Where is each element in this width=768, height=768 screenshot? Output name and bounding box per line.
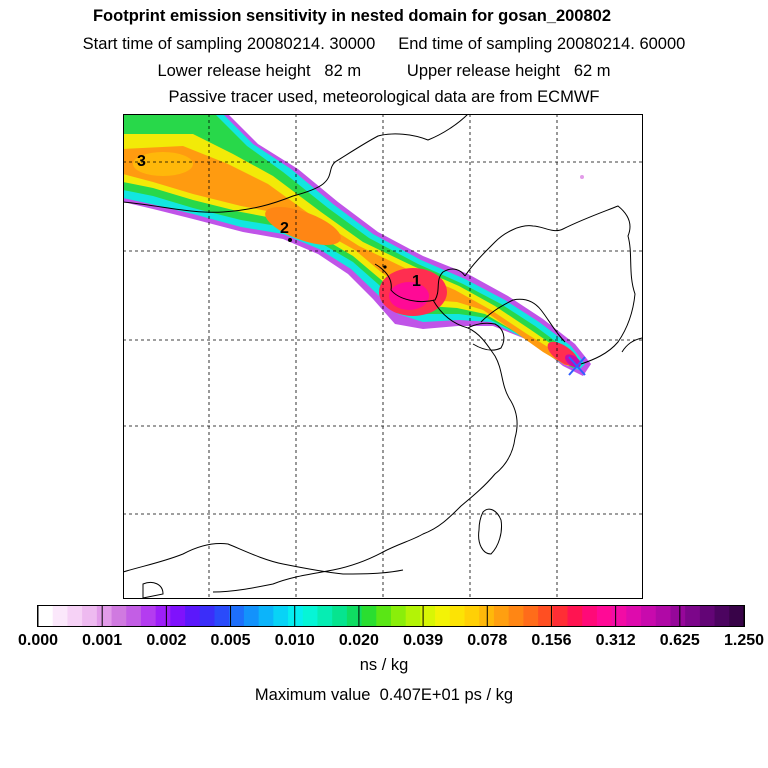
colorbar-swatch — [96, 606, 113, 626]
colorbar-swatch — [655, 606, 671, 626]
colorbar-swatch — [420, 606, 436, 626]
colorbar-swatch — [140, 606, 157, 626]
colorbar-swatch — [464, 606, 480, 626]
colorbar-tick-label: 0.002 — [146, 632, 186, 649]
coastlines — [123, 114, 642, 598]
colorbar-swatch — [523, 606, 539, 626]
colorbar-swatch — [38, 606, 54, 626]
colorbar-swatch — [714, 606, 730, 626]
colorbar-swatch — [493, 606, 510, 626]
colorbar-tick-label: 1.250 — [724, 632, 764, 649]
map-label-2: 2 — [280, 220, 289, 237]
colorbar-swatch — [508, 606, 524, 626]
colorbar-swatch — [67, 606, 83, 626]
colorbar-swatch — [155, 606, 171, 626]
colorbar-swatch — [670, 606, 686, 626]
colorbar-tick-label: 0.000 — [18, 632, 58, 649]
coast-japan-west — [621, 337, 642, 353]
colorbar-swatch — [302, 606, 318, 626]
colorbar-swatch — [199, 606, 215, 626]
colorbar-swatch — [552, 606, 568, 626]
colorbar-swatch — [52, 606, 68, 626]
colorbar-swatch — [82, 606, 98, 626]
border-southwest — [123, 543, 404, 575]
coast-bohai — [374, 263, 466, 303]
release-point-2 — [288, 238, 292, 242]
maximum-value-note: Maximum value 0.407E+01 ps / kg — [254, 686, 514, 704]
colorbar-tick-label: 0.078 — [467, 632, 507, 649]
colorbar-tick-label: 0.020 — [339, 632, 379, 649]
colorbar-ticks — [37, 606, 745, 626]
colorbar-swatch — [332, 606, 348, 626]
colorbar-swatch — [405, 606, 421, 626]
colorbar-swatch — [258, 606, 274, 626]
colorbar-swatch — [641, 606, 657, 626]
colorbar-tick-label: 0.156 — [531, 632, 571, 649]
colorbar-swatch — [596, 606, 613, 626]
colorbar-units: ns / kg — [359, 656, 409, 674]
colorbar-tick-label: 0.625 — [660, 632, 700, 649]
colorbar-swatch — [538, 606, 554, 626]
receptor-marker — [568, 356, 586, 376]
colorbar-swatch — [376, 606, 392, 626]
colorbar-tick-label: 0.312 — [596, 632, 636, 649]
colorbar-swatch — [582, 606, 598, 626]
isolated-pink-dot — [580, 175, 584, 179]
plume-layer — [123, 114, 591, 376]
coast-shandong — [467, 322, 505, 351]
colorbar-swatch — [170, 606, 186, 626]
colorbar-swatch — [611, 606, 627, 626]
footprint-map: 1 2 3 — [123, 114, 643, 599]
border-north — [123, 161, 336, 213]
plume-orange-band — [123, 146, 571, 365]
plume-core-1-inner — [389, 282, 429, 310]
colorbar-swatch — [685, 606, 701, 626]
map-frame — [123, 114, 643, 599]
grid-lines — [123, 114, 642, 598]
map-label-1: 1 — [412, 273, 421, 290]
coast-korea — [464, 205, 636, 365]
colorbar-swatch — [626, 606, 642, 626]
colorbar-swatch — [361, 606, 377, 626]
release-height-line: Lower release height 82 m Upper release … — [157, 62, 611, 80]
colorbar-swatch — [435, 606, 451, 626]
map-label-3: 3 — [137, 153, 146, 170]
colorbar-tick-label: 0.010 — [275, 632, 315, 649]
colorbar-swatch — [567, 606, 583, 626]
colorbar-tick-label: 0.005 — [211, 632, 251, 649]
colorbar-swatch — [229, 606, 245, 626]
plume-orange-patch-2 — [265, 207, 341, 245]
colorbar-swatch — [243, 606, 260, 626]
colorbar-tick-label: 0.001 — [82, 632, 122, 649]
colorbar-swatch — [391, 606, 407, 626]
release-point-1 — [383, 265, 387, 269]
colorbar-swatch — [729, 606, 745, 626]
colorbar-swatch — [111, 606, 127, 626]
colorbar-swatch — [449, 606, 466, 626]
coast-china-east — [212, 299, 518, 593]
colorbar-swatch — [346, 606, 363, 626]
colorbar-swatch — [317, 606, 333, 626]
colorbar: 0.000 0.001 0.002 0.005 0.010 0.020 0.039 0.078… — [18, 605, 764, 649]
colorbar-swatches — [38, 606, 745, 626]
colorbar-swatch — [126, 606, 142, 626]
island-hainan — [142, 581, 164, 598]
plume-orange-patch-3 — [133, 152, 193, 176]
colorbar-labels: 0.000 0.001 0.002 0.005 0.010 0.020 0.039 0.078… — [18, 632, 764, 649]
border-northeast — [334, 114, 469, 163]
sampling-time-line: Start time of sampling 20080214. 30000 E… — [82, 35, 686, 53]
colorbar-swatch — [273, 606, 289, 626]
coast-korea-west — [480, 298, 566, 343]
colorbar-swatch — [185, 606, 201, 626]
colorbar-swatch — [699, 606, 716, 626]
coast-taiwan — [478, 508, 502, 555]
tracer-info-line: Passive tracer used, meteorological data… — [168, 88, 600, 106]
plot-title: Footprint emission sensitivity in nested… — [92, 7, 612, 25]
colorbar-swatch — [288, 606, 304, 626]
colorbar-swatch — [214, 606, 230, 626]
colorbar-tick-label: 0.039 — [403, 632, 443, 649]
receptor-cross-line-2 — [568, 356, 586, 376]
